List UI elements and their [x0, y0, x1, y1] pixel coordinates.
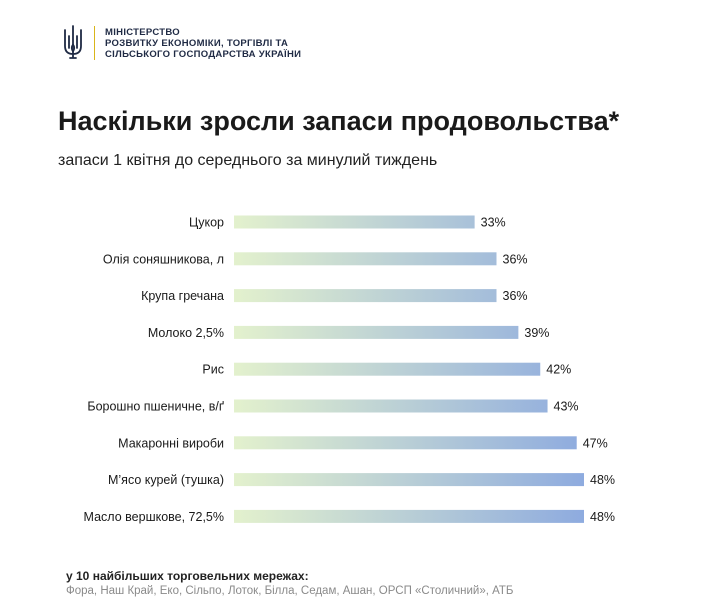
- value-label: 43%: [554, 400, 579, 414]
- value-label: 42%: [546, 363, 571, 377]
- footnote: у 10 найбільших торговельних мережах: Фо…: [66, 569, 513, 599]
- ministry-line-2: РОЗВИТКУ ЕКОНОМІКИ, ТОРГІВЛІ ТА: [105, 38, 289, 49]
- category-label: Масло вершкове, 72,5%: [84, 510, 224, 524]
- bar: [234, 252, 497, 266]
- bar: [234, 215, 475, 229]
- ministry-line-1: МІНІСТЕРСТВО: [105, 27, 180, 38]
- value-label: 48%: [590, 510, 615, 524]
- ministry-name: МІНІСТЕРСТВО РОЗВИТКУ ЕКОНОМІКИ, ТОРГІВЛ…: [105, 27, 301, 60]
- footnote-chains: Фора, Наш Край, Еко, Сільпо, Лоток, Білл…: [66, 585, 514, 597]
- value-label: 36%: [503, 252, 528, 266]
- category-label: Рис: [202, 363, 224, 377]
- logo-divider: [94, 26, 95, 60]
- bar-chart: Цукор 33% Олія соняшникова, л 36% Крупа греч…: [84, 215, 615, 524]
- bar: [234, 399, 548, 413]
- ministry-logo: МІНІСТЕРСТВО РОЗВИТКУ ЕКОНОМІКИ, ТОРГІВЛ…: [62, 24, 301, 60]
- value-label: 47%: [583, 436, 608, 450]
- bar: [234, 436, 577, 450]
- ministry-line-3: СІЛЬСЬКОГО ГОСПОДАРСТВА УКРАЇНИ: [105, 49, 302, 60]
- value-label: 39%: [524, 326, 549, 340]
- trident-emblem-icon: [64, 25, 82, 59]
- bar: [234, 509, 584, 523]
- footnote-heading: у 10 найбільших торговельних мережах:: [66, 569, 309, 583]
- value-label: 36%: [503, 289, 528, 303]
- bar: [234, 473, 584, 487]
- category-label: М’ясо курей (тушка): [108, 473, 224, 487]
- value-label: 48%: [590, 473, 615, 487]
- bar: [234, 325, 519, 339]
- category-label: Борошно пшеничне, в/ґ: [87, 400, 224, 414]
- chart-title: Наскільки зросли запаси продовольства*: [58, 106, 620, 136]
- category-label: Макаронні вироби: [118, 436, 224, 450]
- bar: [234, 289, 497, 303]
- chart-subtitle: запаси 1 квітня до середнього за минулий…: [58, 152, 438, 169]
- category-label: Молоко 2,5%: [148, 326, 224, 340]
- bar: [234, 362, 541, 376]
- category-label: Олія соняшникова, л: [103, 252, 224, 266]
- value-label: 33%: [481, 216, 506, 230]
- category-label: Крупа гречана: [141, 289, 224, 303]
- category-label: Цукор: [189, 216, 224, 230]
